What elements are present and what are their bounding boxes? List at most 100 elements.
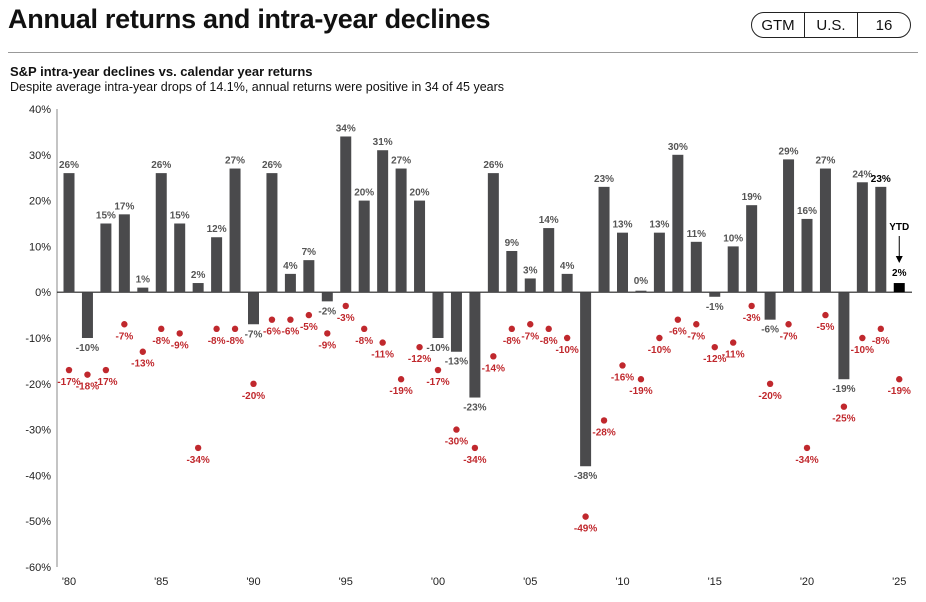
annual-return-bar	[340, 136, 352, 293]
bar-value-label: 27%	[815, 156, 835, 167]
annual-return-bar	[284, 273, 296, 293]
intra-year-decline-dot	[508, 325, 515, 333]
bar-value-label: 4%	[283, 261, 298, 272]
x-tick-label: '85	[154, 576, 168, 588]
intra-year-decline-dot	[840, 403, 848, 410]
intra-year-decline-dot	[379, 339, 386, 346]
intra-year-decline-dot	[674, 316, 682, 323]
x-tick-label: '05	[523, 576, 537, 588]
bar-value-label: 27%	[225, 156, 245, 167]
bar-value-label: 3%	[523, 265, 538, 276]
annual-return-bar	[801, 218, 813, 293]
intra-year-decline-dot	[619, 362, 626, 369]
annual-return-bar	[395, 168, 407, 293]
bar-value-label: 34%	[336, 123, 356, 134]
intra-year-decline-dot	[766, 380, 774, 387]
annual-return-bar	[672, 154, 684, 293]
annual-return-bar	[561, 273, 573, 293]
annual-return-bar	[229, 168, 241, 293]
decline-value-label: -11%	[722, 350, 745, 361]
annual-return-bar	[838, 292, 850, 380]
badge-page-number: 16	[857, 13, 910, 37]
badge-region: U.S.	[804, 13, 857, 37]
annual-return-bar	[875, 186, 887, 293]
intra-year-decline-dot	[877, 325, 884, 333]
y-tick-label: 30%	[29, 150, 51, 162]
decline-value-label: -25%	[832, 414, 855, 425]
decline-value-label: -34%	[463, 455, 486, 466]
annual-return-bar	[450, 292, 462, 352]
x-tick-label: '20	[800, 576, 814, 588]
annual-return-bar	[63, 173, 75, 293]
bar-value-label: -10%	[76, 343, 99, 354]
decline-value-label: -9%	[318, 340, 336, 351]
annual-return-bar	[469, 292, 481, 398]
annual-return-bar	[321, 292, 333, 302]
bar-value-label: -23%	[463, 403, 486, 414]
bar-value-label: 15%	[96, 211, 116, 222]
intra-year-decline-dot	[324, 330, 331, 337]
intra-year-decline-dot	[453, 426, 460, 433]
annual-return-bar	[690, 241, 702, 293]
decline-value-label: -34%	[186, 455, 209, 466]
intra-year-decline-dot	[342, 302, 349, 310]
intra-year-decline-dot	[637, 376, 645, 383]
annual-return-bar	[377, 150, 389, 293]
bar-value-label: 19%	[742, 192, 762, 203]
intra-year-decline-dot	[121, 321, 128, 328]
decline-value-label: -3%	[337, 313, 355, 324]
bar-value-label: 26%	[262, 160, 282, 171]
y-tick-label: -50%	[25, 516, 51, 528]
decline-value-label: -20%	[242, 391, 265, 402]
ytd-annotation: YTD	[889, 222, 909, 233]
intra-year-decline-dot	[803, 444, 811, 452]
y-tick-label: 10%	[29, 241, 51, 253]
decline-value-label: -19%	[389, 386, 412, 397]
x-tick-label: '00	[431, 576, 445, 588]
x-tick-label: '15	[708, 576, 722, 588]
decline-value-label: -49%	[574, 524, 597, 535]
annual-return-bar	[211, 237, 223, 293]
annual-return-bar	[81, 292, 93, 338]
bar-value-label: -38%	[574, 471, 597, 482]
annual-return-bar	[746, 205, 758, 293]
intra-year-decline-dot	[416, 343, 423, 351]
x-tick-label: '95	[339, 576, 353, 588]
chart-subtitle: Despite average intra-year drops of 14.1…	[10, 80, 505, 94]
intra-year-decline-dot	[65, 366, 73, 374]
intra-year-decline-dot	[102, 366, 110, 374]
bar-value-label: 31%	[373, 137, 393, 148]
decline-value-label: -7%	[115, 331, 133, 342]
bar-value-label: 1%	[136, 275, 151, 286]
bar-value-label: -7%	[245, 329, 263, 340]
decline-value-label: -11%	[371, 350, 394, 361]
decline-value-label: -17%	[426, 377, 449, 388]
annual-return-bar	[266, 173, 278, 293]
intra-year-decline-dot	[176, 330, 183, 337]
bar-value-label: 20%	[410, 188, 430, 199]
ytd-arrow-head	[895, 256, 903, 263]
decline-value-label: -14%	[482, 363, 505, 374]
bar-value-label: 2%	[191, 270, 206, 281]
intra-year-decline-dot	[250, 380, 257, 387]
bar-value-label: 23%	[594, 174, 614, 185]
intra-year-decline-dot	[748, 302, 755, 310]
bar-value-label: 7%	[302, 247, 317, 258]
bar-value-label: -1%	[706, 302, 724, 313]
annual-return-bar	[635, 290, 647, 293]
decline-value-label: -17%	[94, 377, 117, 388]
decline-value-label: -17%	[57, 377, 80, 388]
annual-return-bar	[155, 173, 167, 293]
x-tick-label: '80	[62, 576, 76, 588]
intra-year-decline-dot	[656, 334, 663, 342]
bar-value-label: 24%	[852, 169, 872, 180]
intra-year-decline-dot	[711, 343, 718, 351]
decline-value-label: -10%	[555, 345, 578, 356]
bar-value-label: -2%	[318, 306, 336, 317]
decline-value-label: -9%	[171, 340, 189, 351]
decline-value-label: -18%	[76, 382, 99, 393]
header-badge-group: GTM U.S. 16	[751, 12, 911, 38]
annual-return-bar	[174, 223, 186, 293]
annual-return-bar	[709, 292, 721, 297]
bar-value-label: 30%	[668, 142, 688, 153]
